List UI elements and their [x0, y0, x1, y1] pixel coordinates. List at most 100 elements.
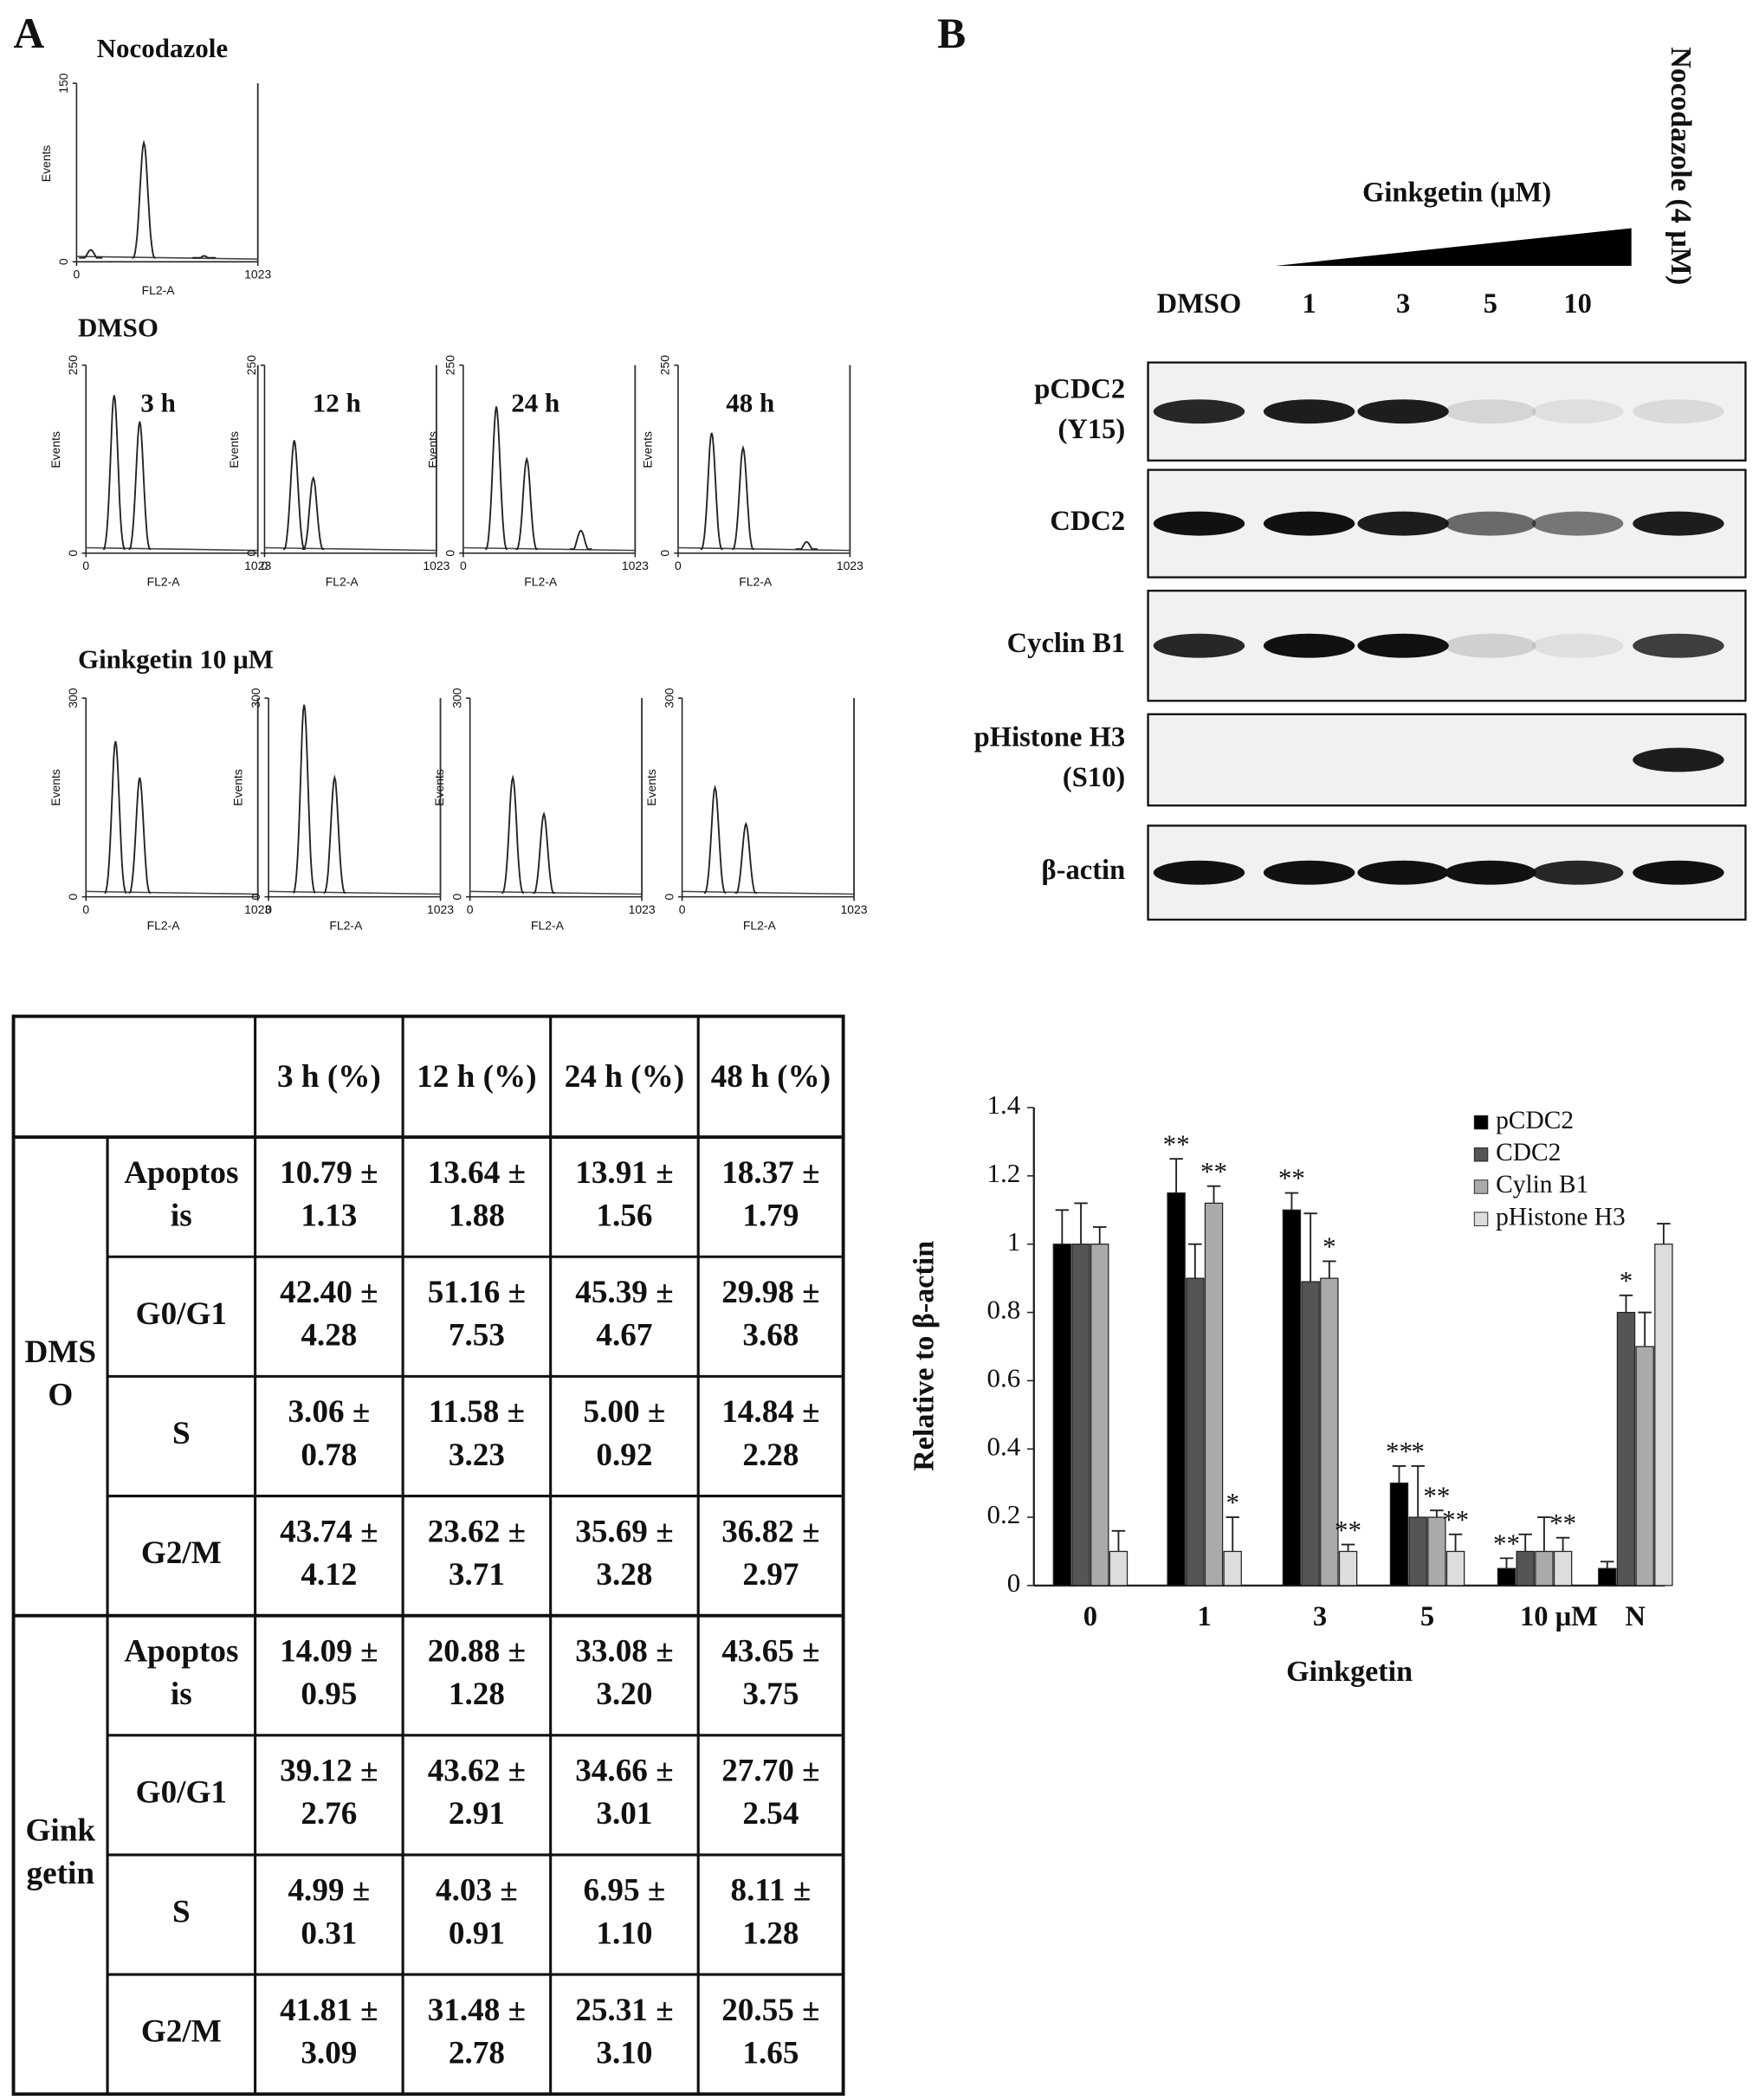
- legend-swatch: [1473, 1115, 1489, 1130]
- bar: [1654, 1244, 1673, 1586]
- band: [1153, 511, 1245, 536]
- bar: [1338, 1550, 1358, 1586]
- band: [1357, 399, 1449, 424]
- significance: *: [1225, 1487, 1239, 1517]
- bar: [1301, 1281, 1320, 1586]
- x-tick-label: 0: [82, 902, 89, 916]
- table-cell: 35.69 ±: [575, 1514, 673, 1549]
- error-bar: [1206, 1185, 1221, 1204]
- x-tick-label: 0: [679, 902, 686, 916]
- table-cell: 0.78: [301, 1438, 357, 1473]
- band: [1445, 860, 1536, 885]
- y-tick-label: 0: [66, 550, 80, 557]
- baseline-noise: [86, 890, 258, 895]
- x-tick-label: 0: [262, 559, 268, 572]
- bar: [1223, 1550, 1242, 1586]
- table-cell: 20.55 ±: [721, 1993, 819, 2028]
- y-tick-label: 0: [66, 893, 80, 900]
- histogram-peak: [795, 540, 818, 551]
- histogram-peak: [734, 821, 758, 894]
- table-cell: 14.84 ±: [721, 1394, 819, 1430]
- histogram-peak: [79, 249, 103, 259]
- bar: [1186, 1277, 1205, 1586]
- y-tick-label: 300: [449, 688, 463, 708]
- baseline-noise: [462, 546, 636, 552]
- lane-label: 1: [1302, 288, 1316, 320]
- table-cell: 0.92: [596, 1438, 652, 1473]
- error-bar: [1188, 1243, 1202, 1279]
- table-cell: 4.99 ±: [288, 1873, 370, 1909]
- band: [1445, 511, 1536, 536]
- error-bar: [1392, 1465, 1407, 1483]
- y-label: Events: [39, 145, 53, 183]
- axis: [268, 698, 441, 898]
- row-label: S: [172, 1895, 191, 1930]
- lane-label: 3: [1396, 288, 1410, 320]
- table-cell: 1.28: [449, 1677, 505, 1712]
- x-label: FL2-A: [147, 575, 181, 589]
- table-cell: 0.91: [449, 1916, 505, 1951]
- error-bar: [1225, 1516, 1239, 1552]
- bar: [1167, 1192, 1186, 1586]
- error-bar: [1619, 1294, 1633, 1313]
- row-label: G2/M: [141, 1535, 222, 1571]
- band: [1445, 633, 1536, 658]
- x-tick-label: 10 μM: [1520, 1601, 1598, 1632]
- y-label: Events: [49, 431, 62, 468]
- y-tick-label: 250: [658, 355, 672, 376]
- bar: [1090, 1244, 1109, 1586]
- x-tick-label: 5: [1420, 1601, 1434, 1632]
- column-header: 12 h (%): [417, 1059, 536, 1095]
- table-cell: 45.39 ±: [575, 1275, 673, 1310]
- x-label: FL2-A: [739, 575, 773, 589]
- table-cell: 51.16 ±: [428, 1275, 526, 1310]
- gradient-triangle: [1275, 228, 1632, 266]
- heading: Nocodazole: [97, 33, 229, 63]
- band: [1357, 511, 1449, 536]
- group-label: DMS: [24, 1334, 96, 1370]
- lane-label: 10: [1563, 288, 1592, 320]
- row-label: G0/G1: [136, 1296, 227, 1332]
- histogram-peak: [703, 784, 727, 894]
- y-tick-label: 0: [1007, 1567, 1021, 1598]
- table-cell: 0.31: [301, 1916, 357, 1951]
- nocodazole-label: Nocodazole (4 μM): [1665, 47, 1697, 285]
- legend-label: CDC2: [1496, 1139, 1561, 1166]
- table-cell: 14.09 ±: [280, 1633, 378, 1669]
- blot-row-label: (S10): [1063, 762, 1125, 793]
- y-tick-label: 300: [249, 688, 262, 708]
- table-cell: 3.01: [596, 1796, 652, 1832]
- plot-title: 12 h: [313, 387, 361, 417]
- heading: DMSO: [78, 312, 158, 342]
- table-cell: 3.68: [742, 1318, 799, 1354]
- histogram-peak: [533, 811, 555, 894]
- x-tick-label: 1023: [244, 902, 271, 916]
- band: [1357, 860, 1449, 885]
- bar: [1389, 1483, 1409, 1586]
- bar: [1497, 1567, 1516, 1586]
- table-cell: 4.12: [301, 1557, 357, 1593]
- error-bar: [1284, 1192, 1299, 1211]
- table-cell: 43.74 ±: [280, 1514, 378, 1549]
- table-cell: 3.75: [742, 1677, 799, 1712]
- y-tick-label: 0: [658, 550, 672, 557]
- x-tick-label: 0: [265, 902, 272, 916]
- error-bar: [1638, 1311, 1652, 1347]
- band: [1357, 633, 1449, 658]
- baseline-noise: [268, 890, 441, 895]
- table-cell: 2.28: [742, 1438, 799, 1473]
- table-cell: 2.54: [742, 1796, 799, 1832]
- histogram-peak: [515, 456, 539, 551]
- legend-swatch: [1473, 1179, 1489, 1194]
- table-cell: 3.06 ±: [288, 1394, 370, 1430]
- table-cell: 43.62 ±: [428, 1754, 526, 1789]
- error-bar: [1111, 1529, 1126, 1552]
- table-cell: 0.95: [301, 1677, 357, 1712]
- table-cell: 1.65: [742, 2035, 799, 2071]
- y-label: Relative to β-actin: [909, 1241, 941, 1471]
- y-tick-label: 1.4: [987, 1089, 1021, 1120]
- table-cell: 1.56: [596, 1199, 652, 1234]
- baseline-noise: [677, 546, 850, 552]
- x-tick-label: 3: [1313, 1601, 1327, 1632]
- y-tick-label: 0: [56, 258, 70, 265]
